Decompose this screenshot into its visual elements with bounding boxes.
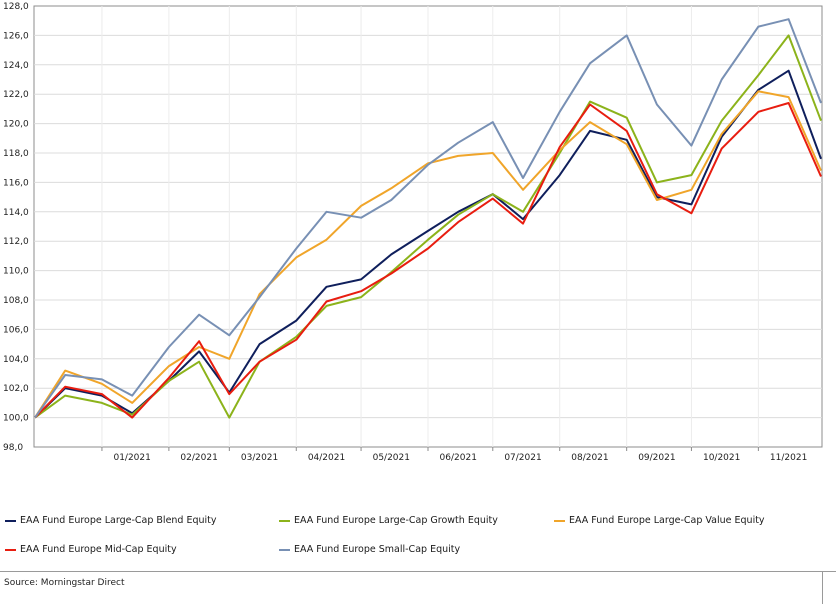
- legend-label: EAA Fund Europe Large-Cap Growth Equity: [294, 515, 498, 526]
- y-tick-label: 126,0: [3, 31, 29, 41]
- x-tick-label: 04/2021: [308, 453, 345, 463]
- legend: EAA Fund Europe Large-Cap Blend Equity E…: [0, 508, 836, 566]
- y-tick-label: 98,0: [3, 443, 23, 453]
- y-tick-label: 112,0: [3, 237, 29, 247]
- footer-divider: [0, 571, 836, 572]
- legend-item-large-cap-value: EAA Fund Europe Large-Cap Value Equity: [554, 515, 765, 526]
- legend-item-large-cap-growth: EAA Fund Europe Large-Cap Growth Equity: [279, 515, 498, 526]
- y-tick-label: 118,0: [3, 149, 29, 159]
- x-tick-label: 11/2021: [770, 453, 807, 463]
- y-tick-label: 122,0: [3, 90, 29, 100]
- x-tick-label: 05/2021: [373, 453, 410, 463]
- footer-divider-vertical: [822, 571, 823, 604]
- y-tick-label: 102,0: [3, 384, 29, 394]
- source-note: Source: Morningstar Direct: [4, 578, 125, 588]
- x-tick-label: 10/2021: [703, 453, 740, 463]
- legend-swatch: [554, 519, 565, 522]
- series-line-3: [34, 102, 822, 419]
- series-line-4: [34, 18, 822, 419]
- series-line-1: [34, 34, 822, 419]
- y-tick-label: 128,0: [3, 2, 29, 12]
- legend-swatch: [279, 548, 290, 551]
- y-tick-label: 106,0: [3, 325, 29, 335]
- series-line-2: [34, 90, 822, 419]
- x-tick-label: 09/2021: [638, 453, 675, 463]
- legend-label: EAA Fund Europe Small-Cap Equity: [294, 544, 461, 555]
- x-tick-label: 07/2021: [504, 453, 541, 463]
- y-tick-label: 124,0: [3, 61, 29, 71]
- x-tick-label: 08/2021: [571, 453, 608, 463]
- legend-swatch: [5, 519, 16, 522]
- y-tick-label: 104,0: [3, 355, 29, 365]
- y-tick-label: 108,0: [3, 296, 29, 306]
- legend-label: EAA Fund Europe Mid-Cap Equity: [20, 544, 177, 555]
- legend-item-small-cap: EAA Fund Europe Small-Cap Equity: [279, 544, 460, 555]
- x-tick-label: 02/2021: [180, 453, 217, 463]
- y-tick-label: 110,0: [3, 267, 29, 277]
- legend-item-large-cap-blend: EAA Fund Europe Large-Cap Blend Equity: [5, 515, 217, 526]
- y-tick-label: 116,0: [3, 178, 29, 188]
- legend-swatch: [279, 519, 290, 522]
- y-tick-label: 120,0: [3, 120, 29, 130]
- y-tick-label: 100,0: [3, 414, 29, 424]
- y-tick-label: 114,0: [3, 208, 29, 218]
- legend-swatch: [5, 548, 16, 551]
- x-tick-label: 03/2021: [241, 453, 278, 463]
- x-tick-label: 01/2021: [113, 453, 150, 463]
- legend-item-mid-cap: EAA Fund Europe Mid-Cap Equity: [5, 544, 177, 555]
- legend-label: EAA Fund Europe Large-Cap Blend Equity: [20, 515, 217, 526]
- x-tick-label: 06/2021: [440, 453, 477, 463]
- legend-label: EAA Fund Europe Large-Cap Value Equity: [569, 515, 765, 526]
